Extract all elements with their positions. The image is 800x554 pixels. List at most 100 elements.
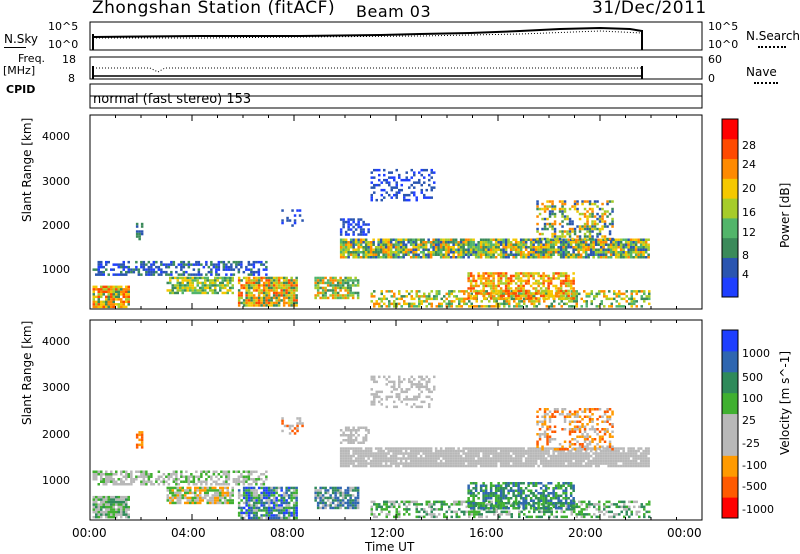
velocity-data-cell xyxy=(622,452,625,455)
power-data-cell xyxy=(282,294,286,297)
power-data-cell xyxy=(377,251,380,254)
power-data-cell xyxy=(275,284,278,287)
velocity-data-cell xyxy=(255,470,258,473)
velocity-data-cell xyxy=(221,489,224,492)
power-data-cell xyxy=(596,217,599,221)
power-data-cell xyxy=(514,297,518,300)
velocity-data-cell xyxy=(644,447,648,450)
power-data-cell xyxy=(181,286,184,290)
power-data-cell xyxy=(354,284,357,287)
power-data-cell xyxy=(507,246,510,249)
power-data-cell xyxy=(181,291,184,295)
power-data-cell xyxy=(642,238,645,241)
power-data-cell xyxy=(260,304,263,307)
power-data-cell xyxy=(553,305,556,308)
velocity-data-cell xyxy=(589,447,593,450)
power-data-cell xyxy=(512,274,515,278)
power-data-cell xyxy=(442,238,445,241)
power-data-cell xyxy=(599,243,603,246)
velocity-data-cell xyxy=(644,449,648,453)
power-data-cell xyxy=(573,207,577,211)
velocity-data-cell xyxy=(240,511,243,515)
power-data-cell xyxy=(430,176,433,179)
velocity-data-cell xyxy=(112,505,115,509)
velocity-data-cell xyxy=(344,449,348,453)
power-data-cell xyxy=(597,241,600,244)
velocity-data-cell xyxy=(420,515,423,519)
power-data-cell xyxy=(219,281,222,285)
power-data-cell xyxy=(605,297,608,301)
power-data-cell xyxy=(120,305,123,309)
velocity-data-cell xyxy=(277,516,281,520)
power-data-cell xyxy=(285,281,288,285)
power-data-cell xyxy=(384,246,388,249)
power-data-cell xyxy=(255,279,258,282)
velocity-data-cell xyxy=(314,494,317,497)
power-data-cell xyxy=(469,243,473,246)
power-data-cell xyxy=(344,281,347,285)
power-data-cell xyxy=(112,305,115,309)
power-data-cell xyxy=(467,256,470,259)
velocity-data-cell xyxy=(577,462,580,465)
velocity-data-cell xyxy=(364,449,368,453)
power-data-cell xyxy=(557,246,560,249)
power-data-cell xyxy=(413,186,416,189)
velocity-data-cell xyxy=(110,478,113,481)
velocity-data-cell xyxy=(287,504,291,507)
power-data-cell xyxy=(211,289,214,292)
power-data-cell xyxy=(187,263,191,266)
power-data-cell xyxy=(518,302,521,306)
velocity-data-cell xyxy=(407,447,410,450)
velocity-data-cell xyxy=(395,508,398,511)
velocity-data-cell xyxy=(632,452,635,455)
velocity-data-cell xyxy=(607,464,610,468)
velocity-data-cell xyxy=(422,464,425,468)
velocity-data-cell xyxy=(434,462,438,465)
power-data-cell xyxy=(210,268,213,271)
velocity-data-cell xyxy=(369,462,373,465)
power-data-cell xyxy=(219,276,222,280)
power-data-cell xyxy=(344,246,348,249)
velocity-data-cell xyxy=(225,470,228,473)
power-data-cell xyxy=(427,256,430,259)
power-data-cell xyxy=(450,300,453,303)
power-data-cell xyxy=(551,207,554,211)
power-data-cell xyxy=(570,292,573,296)
power-data-cell xyxy=(463,292,466,296)
power-data-cell xyxy=(255,299,258,302)
velocity-data-cell xyxy=(469,452,473,455)
power-data-cell xyxy=(364,256,368,259)
power-data-cell xyxy=(389,243,393,246)
power-data-cell xyxy=(405,178,408,182)
power-data-cell xyxy=(142,268,146,271)
power-data-cell xyxy=(206,276,209,280)
velocity-data-cell xyxy=(424,462,428,465)
power-data-cell xyxy=(522,253,525,256)
power-data-cell xyxy=(127,288,130,291)
velocity-data-cell xyxy=(107,498,110,501)
power-data-cell xyxy=(354,243,358,246)
velocity-data-cell xyxy=(252,509,256,512)
power-data-cell xyxy=(536,202,539,206)
velocity-data-cell xyxy=(594,459,598,463)
power-data-cell xyxy=(487,292,490,295)
velocity-data-cell xyxy=(457,464,460,468)
power-data-cell xyxy=(245,294,248,297)
power-data-cell xyxy=(428,178,431,182)
velocity-data-cell xyxy=(642,454,645,458)
power-data-cell xyxy=(171,291,174,295)
velocity-data-cell xyxy=(260,509,263,512)
velocity-data-cell xyxy=(125,495,128,499)
velocity-data-cell xyxy=(627,447,630,450)
power-data-cell xyxy=(549,256,553,259)
velocity-data-cell xyxy=(195,475,198,478)
velocity-data-cell xyxy=(587,454,590,458)
power-data-cell xyxy=(250,284,253,287)
velocity-data-cell xyxy=(517,459,520,463)
power-data-cell xyxy=(482,287,485,290)
power-data-cell xyxy=(522,289,525,293)
power-data-cell xyxy=(413,297,416,301)
velocity-data-cell xyxy=(387,452,390,455)
power-data-cell xyxy=(538,300,541,303)
power-data-cell xyxy=(287,296,291,300)
